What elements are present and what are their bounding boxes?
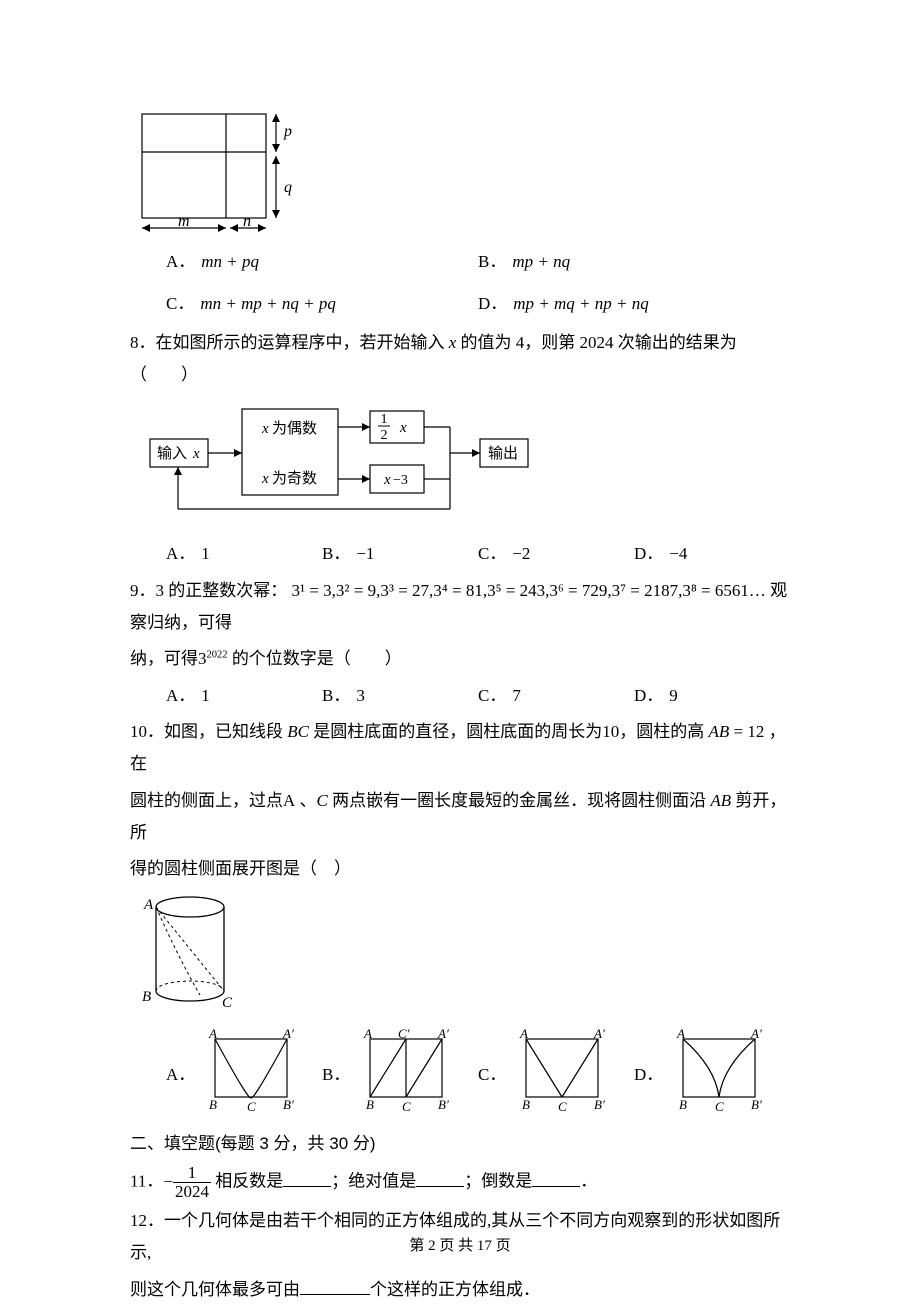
q9-line1: 9．3 的正整数次幂： 3¹ = 3,3² = 9,3³ = 27,3⁴ = 8… bbox=[130, 575, 790, 640]
svg-text:A: A bbox=[519, 1027, 528, 1041]
q10-line3: 得的圆柱侧面展开图是（ ） bbox=[130, 853, 790, 885]
svg-text:A′: A′ bbox=[593, 1027, 605, 1041]
svg-text:B: B bbox=[679, 1097, 687, 1112]
svg-text:A: A bbox=[143, 897, 154, 913]
q8-options: A．1 B．−1 C．−2 D．−4 bbox=[130, 538, 790, 570]
svg-text:x: x bbox=[261, 421, 269, 437]
svg-text:2: 2 bbox=[381, 428, 388, 443]
q8-stem: 8．在如图所示的运算程序中，若开始输入 x 的值为 4，则第 2024 次输出的… bbox=[130, 327, 790, 392]
svg-text:为奇数: 为奇数 bbox=[272, 470, 317, 487]
svg-text:A′: A′ bbox=[282, 1027, 294, 1041]
svg-text:输入: 输入 bbox=[157, 445, 187, 462]
q7-options: A．mn + pq B．mp + nq C．mn + mp + nq + pq … bbox=[130, 246, 790, 321]
q8-opt-a: A．1 bbox=[166, 538, 322, 570]
svg-text:x: x bbox=[192, 446, 200, 462]
svg-text:输出: 输出 bbox=[488, 445, 518, 462]
q12-line2: 则这个几何体最多可由个这样的正方体组成． bbox=[130, 1274, 790, 1306]
svg-text:p: p bbox=[283, 123, 292, 140]
q7-c: mn + mp + nq + pq bbox=[200, 288, 335, 320]
q9-opt-a: A．1 bbox=[166, 680, 322, 712]
q9-line2: 纳，可得32022 的个位数字是（ ） bbox=[130, 643, 790, 675]
q11-fraction: 12024 bbox=[173, 1164, 211, 1201]
svg-text:B: B bbox=[366, 1097, 374, 1112]
svg-text:B: B bbox=[142, 989, 151, 1005]
q8-stem-a: 8．在如图所示的运算程序中，若开始输入 bbox=[130, 333, 449, 352]
svg-text:A′: A′ bbox=[750, 1027, 762, 1041]
q7-d: mp + mq + np + nq bbox=[513, 288, 648, 320]
svg-text:B: B bbox=[209, 1097, 217, 1112]
svg-text:B′: B′ bbox=[283, 1097, 294, 1112]
svg-text:C: C bbox=[222, 995, 233, 1011]
page-footer: 第 2 页 共 17 页 bbox=[0, 1232, 920, 1261]
svg-text:B′: B′ bbox=[594, 1097, 605, 1112]
q9-opt-b: B．3 bbox=[322, 680, 478, 712]
svg-text:q: q bbox=[284, 179, 292, 196]
q8-opt-d: D．−4 bbox=[634, 538, 790, 570]
svg-text:A: A bbox=[208, 1027, 217, 1041]
svg-text:x: x bbox=[399, 420, 407, 436]
q10-line2: 圆柱的侧面上，过点A 、C 两点嵌有一圈长度最短的金属丝．现将圆柱侧面沿 AB … bbox=[130, 785, 790, 850]
q9-options: A．1 B．3 C．7 D．9 bbox=[130, 680, 790, 712]
svg-text:A: A bbox=[363, 1027, 372, 1041]
q10-cylinder: A B C bbox=[138, 891, 790, 1022]
svg-text:B′: B′ bbox=[751, 1097, 762, 1112]
q11: 11．−12024 相反数是；绝对值是；倒数是． bbox=[130, 1164, 790, 1201]
blank bbox=[532, 1169, 580, 1186]
svg-text:1: 1 bbox=[381, 412, 388, 427]
svg-text:C: C bbox=[558, 1099, 567, 1113]
q10-opt-d: D． A A′ B C B′ bbox=[634, 1027, 790, 1124]
q8-flowchart: 输入 x x 为偶数 x 为奇数 1 2 x x −3 bbox=[144, 399, 790, 530]
svg-text:m: m bbox=[178, 213, 190, 230]
q10-opt-a: A． A A′ B C B′ bbox=[166, 1027, 322, 1124]
q7-opt-b: B．mp + nq bbox=[478, 246, 790, 278]
svg-text:为偶数: 为偶数 bbox=[272, 420, 317, 437]
svg-text:n: n bbox=[243, 213, 251, 230]
svg-text:C: C bbox=[715, 1099, 724, 1113]
q10-opt-b: B． A C′ A′ B C B′ bbox=[322, 1027, 478, 1124]
q8-opt-b: B．−1 bbox=[322, 538, 478, 570]
svg-text:B′: B′ bbox=[438, 1097, 449, 1112]
blank bbox=[416, 1169, 464, 1186]
q9-opt-d: D．9 bbox=[634, 680, 790, 712]
blank bbox=[300, 1277, 370, 1294]
q7-figure: p q m n bbox=[136, 110, 790, 240]
blank bbox=[283, 1169, 331, 1186]
svg-text:C: C bbox=[247, 1099, 256, 1113]
svg-text:C: C bbox=[402, 1099, 411, 1113]
section2-heading: 二、填空题(每题 3 分，共 30 分) bbox=[130, 1128, 790, 1160]
svg-text:A: A bbox=[676, 1027, 685, 1041]
q7-a: mn + pq bbox=[201, 246, 259, 278]
q7-opt-c: C．mn + mp + nq + pq bbox=[166, 288, 478, 320]
svg-text:x: x bbox=[261, 471, 269, 487]
svg-text:x: x bbox=[383, 472, 391, 488]
svg-text:−3: −3 bbox=[393, 473, 408, 488]
q10-line1: 10．如图，已知线段 BC 是圆柱底面的直径，圆柱底面的周长为10，圆柱的高 A… bbox=[130, 716, 790, 781]
q10-options: A． A A′ B C B′ B． bbox=[130, 1027, 790, 1124]
q9-l2a: 纳，可得 bbox=[130, 649, 198, 668]
svg-text:B: B bbox=[522, 1097, 530, 1112]
q7-opt-a: A．mn + pq bbox=[166, 246, 478, 278]
svg-text:C′: C′ bbox=[398, 1027, 410, 1041]
q7-b: mp + nq bbox=[512, 246, 570, 278]
q8-opt-c: C．−2 bbox=[478, 538, 634, 570]
q9-opt-c: C．7 bbox=[478, 680, 634, 712]
q10-opt-c: C． A A′ B C B′ bbox=[478, 1027, 634, 1124]
q7-opt-d: D．mp + mq + np + nq bbox=[478, 288, 790, 320]
svg-text:A′: A′ bbox=[437, 1027, 449, 1041]
